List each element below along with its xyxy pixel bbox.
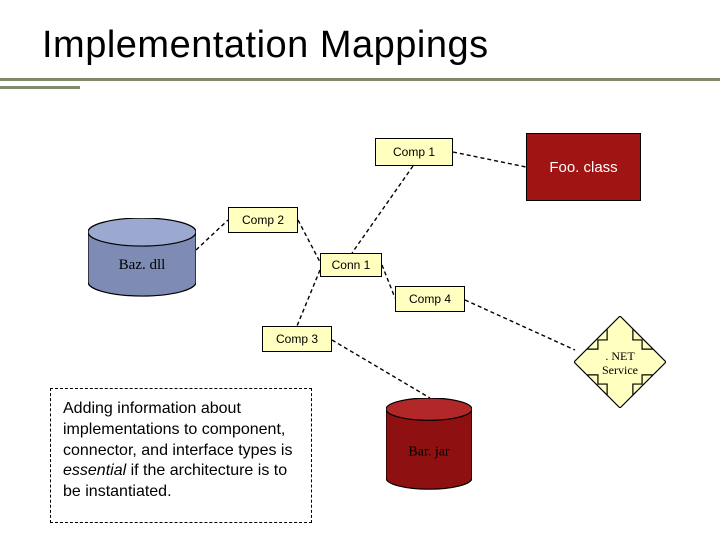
svg-text:Service: Service bbox=[602, 363, 638, 377]
comp2-box: Comp 2 bbox=[228, 207, 298, 233]
title-underline bbox=[0, 78, 720, 81]
net-service-cross: . NET Service bbox=[574, 316, 666, 408]
foo-label: Foo. class bbox=[549, 159, 617, 176]
foo-class-box: Foo. class bbox=[526, 133, 641, 201]
svg-text:. NET: . NET bbox=[605, 349, 635, 363]
comp3-box: Comp 3 bbox=[262, 326, 332, 352]
diagram-stage: { "title": "Implementation Mappings", "t… bbox=[0, 0, 720, 540]
comp1-box: Comp 1 bbox=[375, 138, 453, 166]
comp3-label: Comp 3 bbox=[276, 332, 318, 346]
bar-jar-cylinder: Bar. jar bbox=[386, 398, 472, 500]
svg-text:Bar. jar: Bar. jar bbox=[408, 445, 450, 460]
title-underline-short bbox=[0, 86, 80, 89]
page-title: Implementation Mappings bbox=[42, 24, 489, 67]
comp4-label: Comp 4 bbox=[409, 292, 451, 306]
conn1-label: Conn 1 bbox=[332, 258, 371, 272]
caption-text: Adding information about implementations… bbox=[50, 388, 312, 523]
comp4-box: Comp 4 bbox=[395, 286, 465, 312]
conn1-box: Conn 1 bbox=[320, 253, 382, 277]
comp1-label: Comp 1 bbox=[393, 145, 435, 159]
svg-text:Baz. dll: Baz. dll bbox=[119, 257, 166, 273]
comp2-label: Comp 2 bbox=[242, 213, 284, 227]
baz-dll-cylinder: Baz. dll bbox=[88, 218, 196, 310]
